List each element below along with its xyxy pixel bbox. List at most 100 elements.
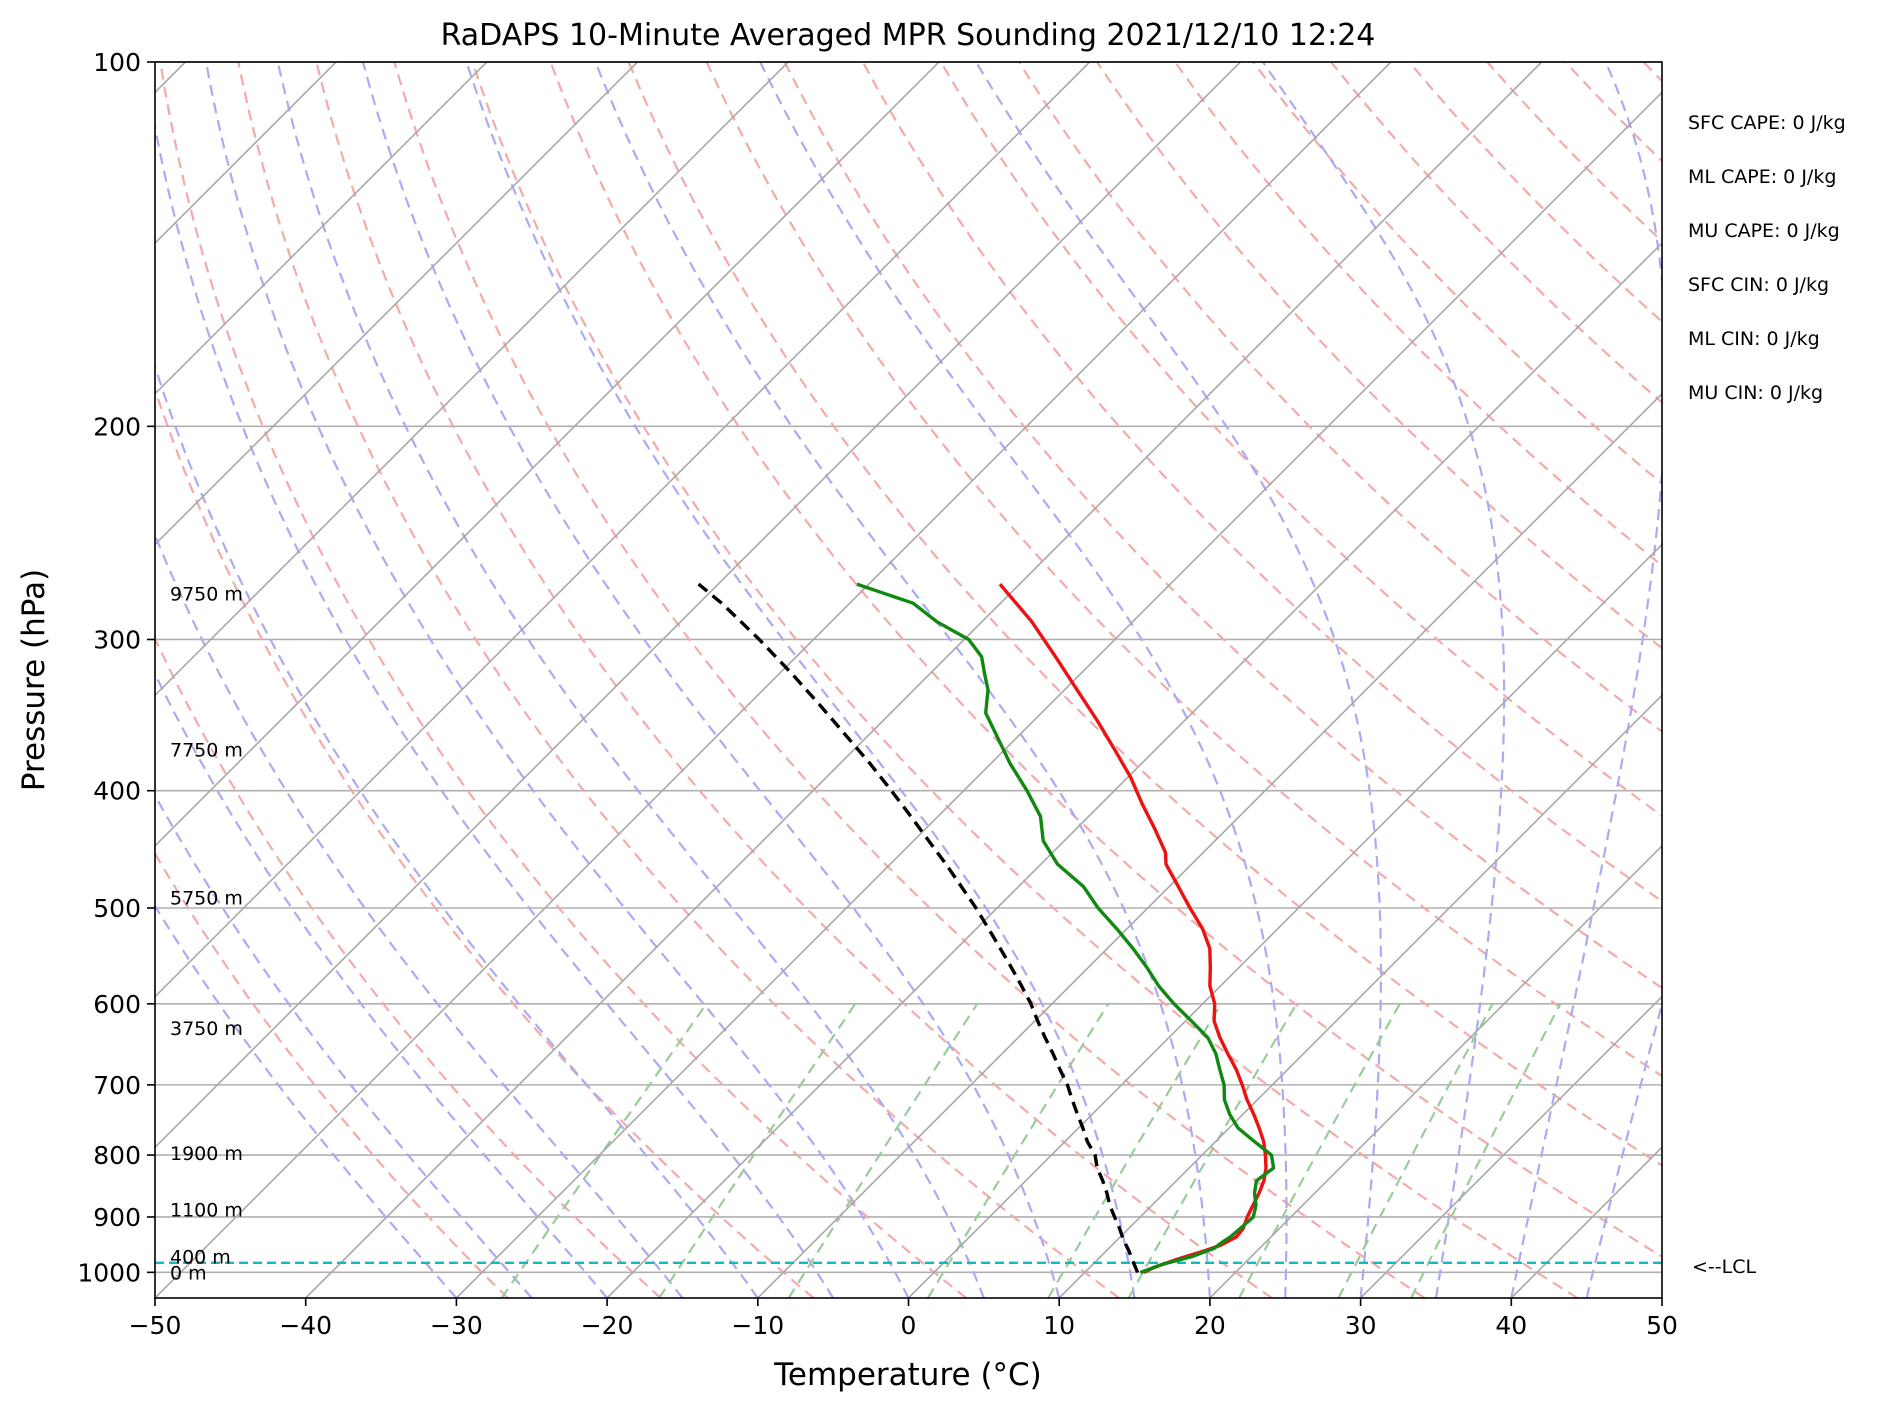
isotherm-line <box>155 62 1392 1298</box>
moist-adiabat <box>276 62 985 1298</box>
y-tick-label: 300 <box>93 625 141 654</box>
y-tick-label: 1000 <box>77 1258 141 1287</box>
chart-title: RaDAPS 10-Minute Averaged MPR Sounding 2… <box>441 18 1376 53</box>
moist-adiabat <box>155 671 608 1298</box>
height-label: 5750 m <box>170 887 243 909</box>
y-tick-label: 600 <box>93 990 141 1019</box>
isotherm-line <box>155 62 1091 998</box>
dewpoint-trace <box>856 582 1276 1274</box>
moist-adiabat <box>155 532 684 1298</box>
isotherm-line <box>1360 995 1662 1298</box>
moist-adiabat <box>155 793 533 1298</box>
y-axis-title: Pressure (hPa) <box>16 569 52 791</box>
mixing-ratio-line <box>1047 1003 1223 1298</box>
isotherm-line <box>1058 694 1662 1298</box>
moist-adiabats <box>155 62 1662 1298</box>
mixing-ratio-line <box>787 1003 979 1298</box>
dry-adiabat <box>159 62 967 1298</box>
mixing-ratio-line <box>1337 1003 1494 1298</box>
isotherm-line <box>155 62 1241 1149</box>
moist-adiabat <box>759 62 1288 1298</box>
y-tick-label: 400 <box>93 777 141 806</box>
moist-adiabat <box>465 62 1136 1298</box>
stat-label: MU CAPE: 0 J/kg <box>1688 220 1840 242</box>
x-tick-label: 20 <box>1194 1311 1226 1340</box>
x-tick-label: 0 <box>901 1311 917 1340</box>
isotherm-line <box>155 62 639 546</box>
x-tick-label: −30 <box>430 1311 483 1340</box>
height-label: 9750 m <box>170 584 243 606</box>
dry-adiabat <box>1174 62 1662 567</box>
x-axis-ticks: −50 −40 −30 −20 −10 0 10 20 30 40 50 <box>129 1298 1678 1340</box>
isotherm-line <box>155 62 789 697</box>
stat-label: MU CIN: 0 J/kg <box>1688 382 1823 404</box>
isotherm-line <box>305 62 1543 1298</box>
mixing-ratio-lines <box>500 1003 1562 1298</box>
stat-label: SFC CAPE: 0 J/kg <box>1688 112 1846 134</box>
moist-adiabat <box>155 121 835 1298</box>
height-label: 0 m <box>170 1262 207 1284</box>
mixing-ratio-line <box>1127 1003 1298 1298</box>
isobar-gridlines <box>155 61 1662 1274</box>
dry-adiabat <box>549 62 1662 1258</box>
dry-adiabat <box>1017 62 1662 733</box>
moist-adiabat <box>204 62 910 1298</box>
y-tick-label: 500 <box>93 894 141 923</box>
dry-adiabat <box>155 386 815 1298</box>
x-tick-label: −50 <box>129 1311 182 1340</box>
height-label: 1100 m <box>170 1199 243 1221</box>
stat-label: ML CIN: 0 J/kg <box>1688 328 1820 350</box>
isotherm-line <box>455 91 1662 1298</box>
dry-adiabat <box>237 62 1120 1298</box>
stats-panel: SFC CAPE: 0 J/kg ML CAPE: 0 J/kg MU CAPE: … <box>1688 112 1846 404</box>
height-label: 7750 m <box>170 740 243 762</box>
x-axis-title: Temperature (°C) <box>773 1357 1042 1393</box>
isotherm-line <box>155 62 940 848</box>
mixing-ratio-line <box>500 1003 708 1298</box>
moist-adiabat <box>1261 62 1506 1298</box>
x-tick-label: −20 <box>581 1311 634 1340</box>
isotherm-line <box>907 543 1662 1298</box>
x-tick-label: −10 <box>731 1311 784 1340</box>
x-tick-label: 10 <box>1043 1311 1075 1340</box>
x-tick-label: 50 <box>1646 1311 1678 1340</box>
isotherm-line <box>757 392 1662 1298</box>
y-tick-label: 200 <box>93 412 141 441</box>
height-label: 400 m <box>170 1246 231 1268</box>
height-label: 3750 m <box>170 1018 243 1040</box>
mixing-ratio-line <box>1410 1003 1562 1298</box>
isotherm-line <box>1209 844 1662 1298</box>
skewed-isotherms <box>155 62 1662 1298</box>
dry-adiabat <box>393 62 1426 1298</box>
moist-adiabat <box>155 362 759 1298</box>
dry-adiabat <box>315 62 1273 1298</box>
y-tick-label: 800 <box>93 1141 141 1170</box>
isotherm-line <box>155 62 488 395</box>
parcel-trace <box>697 582 1140 1274</box>
moist-adiabat <box>361 62 1061 1298</box>
dry-adiabats <box>155 62 1662 1298</box>
plot-area <box>155 62 1662 1298</box>
sounding-traces <box>697 582 1276 1274</box>
x-tick-label: −40 <box>279 1311 332 1340</box>
lcl-label: <--LCL <box>1692 1256 1756 1278</box>
dry-adiabat <box>783 62 1662 990</box>
dry-adiabat <box>627 62 1662 1167</box>
y-tick-label: 700 <box>93 1071 141 1100</box>
stat-label: ML CAPE: 0 J/kg <box>1688 166 1836 188</box>
mixing-ratio-line <box>927 1003 1110 1298</box>
mixing-ratio-line <box>658 1003 857 1298</box>
moist-adiabat <box>975 62 1382 1298</box>
x-tick-label: 30 <box>1345 1311 1377 1340</box>
x-tick-label: 40 <box>1495 1311 1527 1340</box>
dry-adiabat <box>155 851 509 1298</box>
stat-label: SFC CIN: 0 J/kg <box>1688 274 1829 296</box>
isotherm-line <box>606 241 1662 1298</box>
dry-adiabat <box>155 636 662 1298</box>
y-tick-label: 900 <box>93 1203 141 1232</box>
mixing-ratio-line <box>1238 1003 1401 1298</box>
y-axis-ticks: 100 200 300 400 500 600 700 800 900 1000 <box>77 48 155 1287</box>
moist-adiabat <box>155 903 458 1298</box>
dry-adiabat <box>471 62 1579 1298</box>
